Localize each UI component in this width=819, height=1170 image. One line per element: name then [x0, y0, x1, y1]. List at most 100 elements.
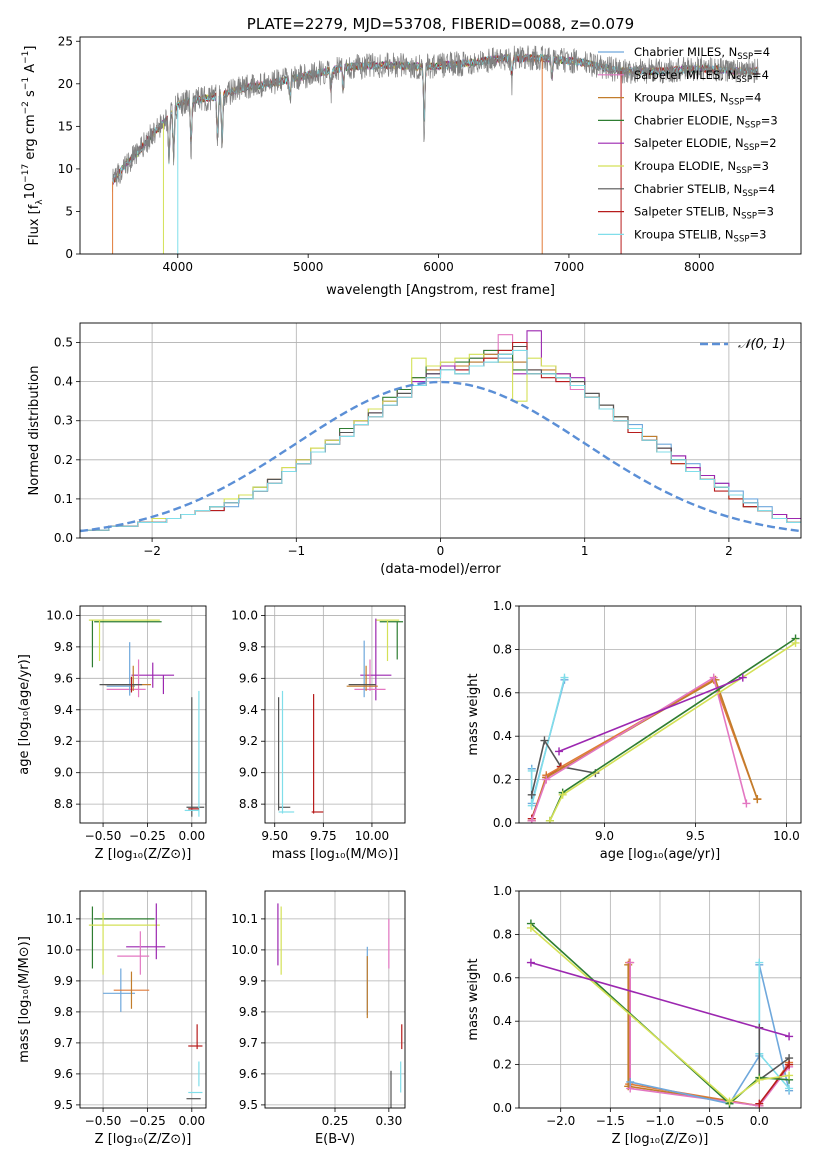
weight-series-line: [549, 642, 796, 822]
y-tick-label: 9.0: [239, 766, 258, 780]
y-tick-label: 9.8: [54, 1005, 73, 1019]
x-tick-label: −1: [287, 544, 305, 558]
legend-entry: Kroupa MILES, NSSP=4: [634, 91, 761, 108]
legend-name: Chabrier ELODIE, N: [634, 113, 745, 127]
weight-point-marker: [540, 736, 549, 745]
y-tick-label: 20: [58, 77, 73, 91]
legend-suffix: =4: [758, 182, 775, 196]
legend-name: Kroupa ELODIE, N: [634, 159, 736, 173]
legend-name: Kroupa MILES, N: [634, 91, 729, 105]
errorbar-marks: [88, 619, 205, 817]
x-axis-label: (data-model)/error: [380, 562, 501, 577]
x-tick-label: 9.5: [686, 829, 705, 843]
y-tick-label: 0.6: [493, 686, 512, 700]
x-axis-label: Z [log₁₀(Z/Z⊙)]: [95, 847, 192, 862]
x-tick-label: 0.30: [375, 1114, 402, 1128]
y-label-part: erg cm: [23, 114, 38, 163]
x-axis-label: Z [log₁₀(Z/Z⊙)]: [612, 1132, 709, 1147]
legend-suffix: =3: [761, 113, 778, 127]
y-tick-label: 10.0: [46, 608, 73, 622]
x-tick-label: −0.25: [129, 1114, 166, 1128]
errorbar-marks: [277, 903, 403, 1108]
axes-frame: [79, 322, 802, 539]
y-tick-label: 0.0: [54, 531, 73, 545]
y-tick-label: 0.1: [54, 492, 73, 506]
weight-series-line: [530, 927, 790, 1103]
y-tick-label: 0: [65, 247, 73, 261]
y-tick-label: 9.6: [54, 1067, 73, 1081]
y-label-part: −17: [21, 164, 31, 183]
x-tick-label: 0.25: [322, 1114, 349, 1128]
legend-subscript: SSP: [741, 212, 757, 222]
x-tick-label: 7000: [554, 260, 585, 274]
legend-suffix: =4: [744, 91, 761, 105]
axes-frame: [518, 890, 802, 1109]
y-label-part: ]: [23, 46, 38, 51]
weight-point-marker: [785, 1060, 794, 1069]
y-tick-label: 1.0: [493, 599, 512, 613]
age_vs_metallicity-panel: −0.50 −0.25 0.00 8.8 9.0 9.2 9.4 9.6 9.8 10.0 Z [l…: [17, 605, 207, 862]
weight-point-marker: [755, 958, 764, 967]
x-tick-label: −0.50: [85, 829, 122, 843]
y-tick-label: 9.8: [239, 1005, 258, 1019]
legend-name: Salpeter ELODIE, N: [634, 136, 744, 150]
y-tick-label: 9.5: [239, 1098, 258, 1112]
y-label-part: −1: [21, 51, 31, 64]
x-tick-label: −0.5: [695, 1114, 724, 1128]
y-label-part: s: [23, 90, 38, 101]
weight-point-marker: [626, 958, 635, 967]
legend-name: Chabrier MILES, N: [634, 45, 737, 59]
weight-point-marker: [755, 1099, 764, 1108]
massweight_vs_age-panel: 9.0 9.5 10.0 0.0 0.2 0.4 0.6 0.8 1.0 age [log₁₀(a…: [466, 599, 802, 862]
x-axis-label: mass [log₁₀(M/M⊙)]: [272, 847, 399, 862]
legend-entry: Kroupa STELIB, NSSP=3: [634, 227, 766, 244]
weight-series-line: [549, 637, 796, 822]
y-tick-label: 25: [58, 34, 73, 48]
y-axis-label: age [log₁₀(age/yr)]: [17, 654, 32, 775]
histogram-steps: [80, 330, 801, 533]
y-tick-label: 9.6: [239, 1067, 258, 1081]
weight-point-marker: [738, 673, 747, 682]
weight-point-marker: [526, 923, 535, 932]
x-tick-label: 9.0: [595, 829, 614, 843]
legend-name: Salpeter MILES, N: [634, 68, 736, 82]
spectrum-lines: [112, 45, 759, 254]
mass_vs_ebv-panel: 0.25 0.30 9.5 9.6 9.7 9.8 9.9 10.0 10.1 E(B-V): [231, 890, 406, 1147]
legend-subscript: SSP: [736, 75, 752, 85]
x-axis-label: wavelength [Angstrom, rest frame]: [326, 283, 555, 298]
y-tick-label: 9.6: [239, 671, 258, 685]
x-tick-label: 8000: [684, 260, 715, 274]
y-tick-label: 10.1: [231, 912, 258, 926]
y-tick-label: 9.8: [54, 640, 73, 654]
weight-series-line: [530, 738, 596, 795]
mass_vs_metallicity-panel: −0.50 −0.25 0.00 9.5 9.6 9.7 9.8 9.9 10.0 10.1 Z […: [17, 890, 207, 1147]
y-axis-label: mass [log₁₀(M/M⊙)]: [17, 936, 32, 1063]
legend-subscript: SSP: [745, 120, 761, 130]
y-tick-label: 10: [58, 162, 73, 176]
y-tick-label: 8.8: [54, 797, 73, 811]
weight-series-line: [629, 962, 790, 1107]
x-tick-label: −2: [143, 544, 161, 558]
legend-name: Kroupa STELIB, N: [634, 227, 734, 241]
legend-suffix: =3: [752, 159, 769, 173]
x-tick-label: 0.00: [178, 1114, 205, 1128]
histogram-panel: −2 −1 0 1 2 0.0 0.1 0.2 0.3 0.4 0.5 𝒩(0, 1) (data-mo…: [27, 322, 802, 577]
weight-series-line: [758, 1064, 790, 1105]
y-label-part: Flux [f: [27, 204, 42, 245]
weight-point-marker: [527, 801, 536, 810]
y-tick-label: 0.2: [493, 773, 512, 787]
y-tick-label: 9.5: [54, 1098, 73, 1112]
legend-suffix: =4: [753, 45, 770, 59]
axes-frame: [79, 605, 207, 824]
legend-suffix: =2: [760, 136, 777, 150]
legend-subscript: SSP: [736, 166, 752, 176]
legend-suffix: =3: [749, 227, 766, 241]
weight-point-marker: [755, 1075, 764, 1084]
x-tick-label: 0: [437, 544, 445, 558]
y-tick-label: 0.8: [493, 642, 512, 656]
y-tick-label: 0.8: [493, 927, 512, 941]
weight-point-marker: [785, 1084, 794, 1093]
legend-entry: Chabrier ELODIE, NSSP=3: [634, 113, 778, 130]
y-label-part: 10: [23, 183, 38, 200]
y-tick-label: 0.5: [54, 336, 73, 350]
